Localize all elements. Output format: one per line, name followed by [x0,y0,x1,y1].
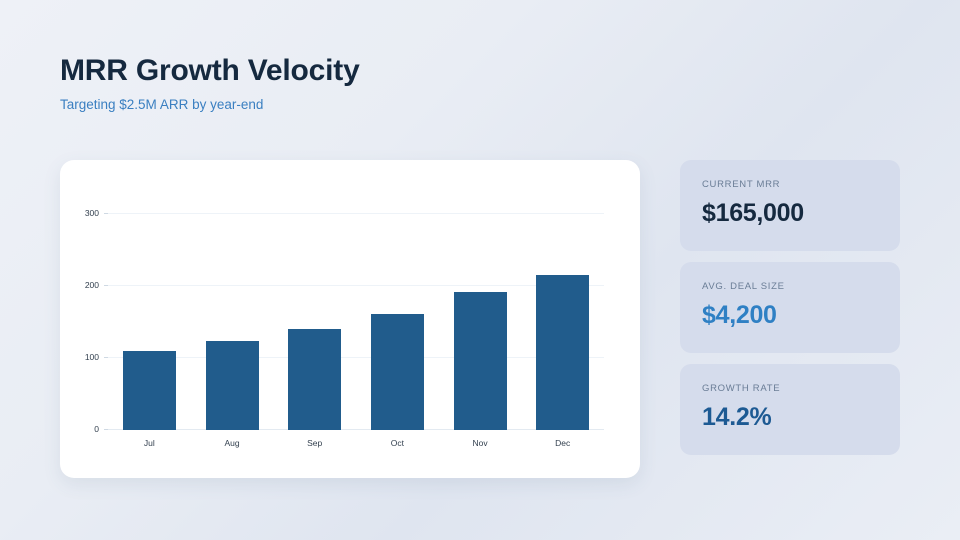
stat-card-value: 14.2% [702,402,772,431]
stat-card[interactable]: GROWTH RATE 14.2% [680,364,900,455]
chart-bar[interactable] [453,291,507,430]
gridline: 200 [85,280,604,290]
bar-slot: Nov [439,214,522,448]
x-axis-tick-label: Nov [472,438,488,448]
bar-slot: Dec [521,214,604,448]
stat-card-label: CURRENT MRR [702,179,781,190]
stat-card-list: CURRENT MRR $165,000 AVG. DEAL SIZE $4,200 G… [680,160,900,455]
y-axis-tick-mark [104,429,108,430]
chart-bar[interactable] [536,275,590,430]
bar-slot: Sep [273,214,356,448]
gridline: 300 [85,208,604,218]
x-axis-tick-label: Jul [143,438,155,448]
gridline: 100 [85,352,604,362]
page-subtitle: Targeting $2.5M ARR by year-end [60,97,264,112]
chart-bar[interactable] [370,314,424,430]
chart-bar[interactable] [122,350,176,430]
y-axis-tick-label: 200 [84,280,99,291]
bar-chart-plot-area: 0 100 200 300 Jul Aug Sep Oct Nov Dec [85,208,604,448]
stat-card[interactable]: CURRENT MRR $165,000 [680,160,900,251]
stat-card-label: GROWTH RATE [702,383,781,394]
x-axis-tick-label: Dec [555,438,571,448]
stat-card[interactable]: AVG. DEAL SIZE $4,200 [680,262,900,353]
chart-bar[interactable] [205,341,259,430]
y-axis-tick-mark [104,213,108,214]
bar-slot: Oct [356,214,439,448]
y-axis-tick-label: 300 [84,208,99,218]
chart-bar[interactable] [288,329,342,430]
chart-bars: Jul Aug Sep Oct Nov Dec [108,214,604,448]
chart-card: 0 100 200 300 Jul Aug Sep Oct Nov Dec [60,160,640,478]
y-axis-tick-label: 100 [84,352,99,363]
bar-slot: Jul [108,214,191,448]
page-title: MRR Growth Velocity [60,54,360,87]
y-axis-tick-mark [104,285,108,287]
bar-slot: Aug [191,214,274,448]
stat-card-value: $165,000 [702,198,804,227]
x-axis-tick-label: Oct [390,438,404,448]
stat-card-value: $4,200 [702,300,777,329]
y-axis-tick-label: 0 [94,424,99,434]
stat-card-label: AVG. DEAL SIZE [702,281,785,292]
y-axis-tick-mark [104,357,108,359]
page-header: MRR Growth Velocity Targeting $2.5M ARR … [60,54,360,113]
x-axis-tick-label: Aug [224,438,240,448]
x-axis-tick-label: Sep [307,438,323,448]
gridline: 0 [94,424,604,434]
